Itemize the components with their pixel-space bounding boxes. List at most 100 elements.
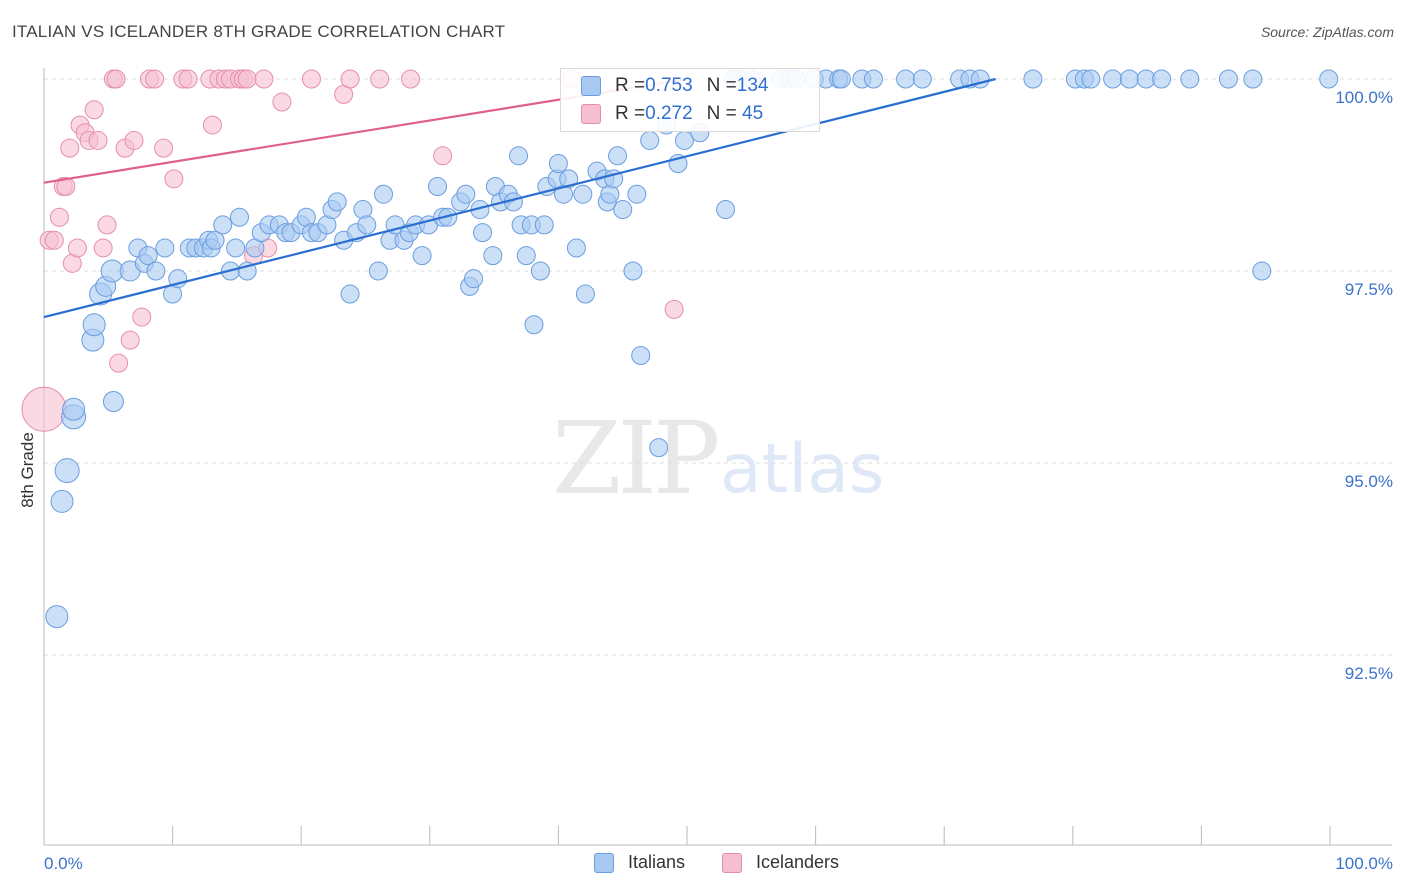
italians-point xyxy=(374,184,394,204)
italians-r-value: 0.753 xyxy=(645,75,693,96)
italians-point xyxy=(138,246,158,266)
source-credit: Source: ZipAtlas.com xyxy=(1260,24,1394,40)
italians-point xyxy=(1119,69,1139,89)
icelanders-swatch xyxy=(581,104,601,124)
italians-point xyxy=(1103,69,1123,89)
italians-point xyxy=(82,313,106,337)
italians-point xyxy=(50,489,74,513)
italians-r-label: R = xyxy=(615,75,646,96)
italians-point xyxy=(831,69,851,89)
chart-title: ITALIAN VS ICELANDER 8TH GRADE CORRELATI… xyxy=(12,22,506,41)
x-tick-label: 100.0% xyxy=(1335,854,1393,873)
icelanders-point xyxy=(272,92,292,112)
gridlines xyxy=(44,78,1392,656)
y-tick-label: 92.5% xyxy=(1345,664,1393,683)
italians-point xyxy=(483,246,503,266)
bottom-legend-icelanders: Icelanders xyxy=(722,852,839,873)
icelanders-n-label: N = xyxy=(706,103,737,124)
bottom-icelanders-swatch xyxy=(722,852,742,873)
icelanders-point xyxy=(370,69,390,89)
watermark-zip: ZIP xyxy=(552,400,720,517)
icelanders-r-label: R = xyxy=(615,103,646,124)
italians-point xyxy=(1243,69,1263,89)
italians-point xyxy=(573,184,593,204)
italians-point xyxy=(473,223,493,243)
icelanders-point xyxy=(106,69,126,89)
icelanders-point xyxy=(401,69,421,89)
icelanders-point xyxy=(132,307,152,327)
icelanders-point xyxy=(178,69,198,89)
icelanders-n-value: 45 xyxy=(736,103,764,124)
italians-point xyxy=(1081,69,1101,89)
axes xyxy=(43,68,1392,846)
italians-point xyxy=(509,146,529,166)
italians-point xyxy=(1319,69,1339,89)
icelanders-point xyxy=(56,177,76,197)
italians-point xyxy=(1180,69,1200,89)
italians-point xyxy=(1252,261,1272,281)
icelanders-point xyxy=(237,69,257,89)
y-tick-label: 95.0% xyxy=(1345,472,1393,491)
italians-point xyxy=(412,246,432,266)
italians-point xyxy=(516,246,536,266)
italians-n-label: N = xyxy=(706,75,737,96)
italians-point xyxy=(631,345,651,365)
icelanders-point xyxy=(21,386,67,432)
icelanders-point xyxy=(120,330,140,350)
italians-point xyxy=(428,177,448,197)
italians-point xyxy=(1218,69,1238,89)
icelanders-point xyxy=(88,130,108,150)
italians-point xyxy=(863,69,883,89)
italians-point xyxy=(608,146,628,166)
italians-point xyxy=(155,238,175,258)
italians-point xyxy=(45,605,69,629)
italians-point xyxy=(205,230,225,250)
italians-point xyxy=(896,69,916,89)
icelanders-point xyxy=(340,69,360,89)
italians-point xyxy=(327,192,347,212)
icelanders-point xyxy=(202,115,222,135)
italians-point xyxy=(566,238,586,258)
icelanders-point xyxy=(109,353,129,373)
italians-point xyxy=(912,69,932,89)
icelanders-point xyxy=(664,299,684,319)
icelanders-point xyxy=(254,69,274,89)
italians-point xyxy=(649,438,669,458)
italians-point xyxy=(62,397,86,421)
italians-point xyxy=(357,215,377,235)
tick-labels: 92.5% 95.0% 97.5% 100.0% 0.0% 100.0% xyxy=(44,88,1393,873)
italians-points xyxy=(45,69,1339,629)
icelanders-point xyxy=(164,169,184,189)
italians-point xyxy=(623,261,643,281)
watermark-atlas: atlas xyxy=(720,430,885,509)
icelanders-point xyxy=(60,138,80,158)
icelanders-point xyxy=(97,215,117,235)
correlation-legend: R = 0.753 N = 134 R = 0.272 N = 45 xyxy=(560,68,820,132)
italians-point xyxy=(54,458,80,484)
italians-point xyxy=(340,284,360,304)
icelanders-point xyxy=(301,69,321,89)
italians-point xyxy=(613,200,633,220)
italians-point xyxy=(368,261,388,281)
bottom-legend-italians: Italians xyxy=(594,852,685,873)
bottom-italians-label: Italians xyxy=(628,852,686,872)
bottom-italians-swatch xyxy=(594,852,614,873)
italians-point xyxy=(229,207,249,227)
italians-point xyxy=(226,238,246,258)
italians-point xyxy=(146,261,166,281)
italians-n-value: 134 xyxy=(736,75,769,96)
italians-point xyxy=(716,200,736,220)
italians-point xyxy=(534,215,554,235)
icelanders-point xyxy=(124,130,144,150)
icelanders-point xyxy=(145,69,165,89)
italians-point xyxy=(548,153,568,173)
italians-point xyxy=(464,269,484,289)
italians-point xyxy=(102,391,124,413)
italians-trend-line xyxy=(43,77,996,319)
italians-point xyxy=(213,215,233,235)
italians-point xyxy=(524,315,544,335)
y-tick-label: 100.0% xyxy=(1335,88,1393,107)
icelanders-point xyxy=(433,146,453,166)
italians-point xyxy=(559,169,579,189)
